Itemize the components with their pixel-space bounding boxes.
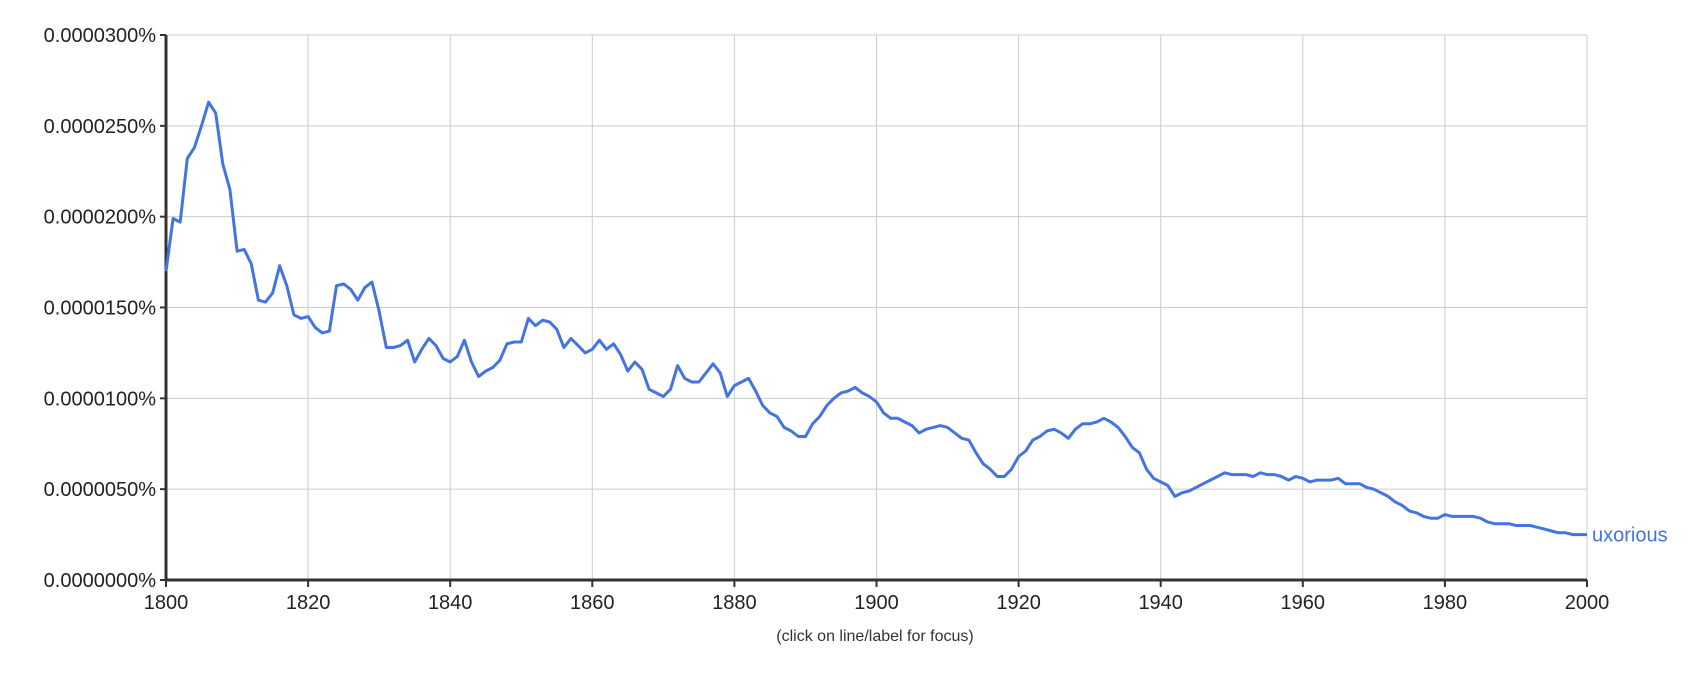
y-tick-label: 0.0000100%: [44, 388, 157, 410]
x-tick-label: 1940: [1138, 592, 1183, 614]
x-tick-label: 1820: [286, 592, 331, 614]
x-tick-label: 1900: [854, 592, 899, 614]
y-tick-label: 0.0000000%: [44, 570, 157, 592]
ngram-chart: 0.0000000% 0.0000050% 0.0000100% 0.0000150%…: [44, 25, 1668, 614]
gridlines: [166, 34, 1588, 580]
x-tick-label: 1800: [144, 592, 189, 614]
axes: [160, 34, 1588, 587]
y-tick-label: 0.0000050%: [44, 479, 157, 501]
y-tick-label: 0.0000200%: [44, 207, 157, 229]
x-axis-tick-labels: 1800 1820 1840 1860 1880 1900 1920 1940 1960 1980…: [144, 592, 1610, 614]
x-tick-label: 1980: [1423, 592, 1468, 614]
x-tick-label: 1880: [712, 592, 757, 614]
series-group[interactable]: [164, 100, 1587, 537]
y-tick-label: 0.0000150%: [44, 298, 157, 320]
y-tick-label: 0.0000300%: [44, 25, 157, 47]
x-tick-label: 1840: [428, 592, 473, 614]
x-tick-label: 1960: [1281, 592, 1326, 614]
x-tick-label: 2000: [1565, 592, 1610, 614]
series-label-uxorious[interactable]: uxorious: [1592, 525, 1668, 547]
x-tick-label: 1920: [996, 592, 1041, 614]
y-tick-label: 0.0000250%: [44, 116, 157, 138]
x-tick-label: 1860: [570, 592, 615, 614]
focus-hint: (click on line/label for focus): [776, 628, 974, 645]
y-axis-tick-labels: 0.0000000% 0.0000050% 0.0000100% 0.0000150%…: [44, 25, 157, 592]
series-line-uxorious[interactable]: [164, 100, 1587, 537]
